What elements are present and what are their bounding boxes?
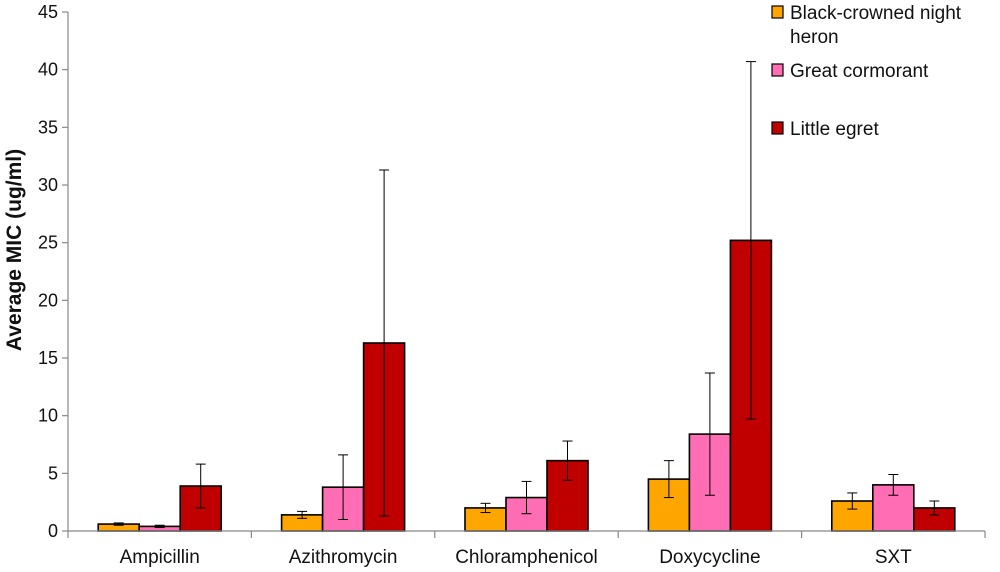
error-bar-black-crowned-night-heron-sxt <box>847 492 858 510</box>
y-tick-label: 25 <box>38 233 58 253</box>
y-tick-label: 35 <box>38 117 58 137</box>
legend-label-black-crowned-night-heron: Black-crowned night heron <box>790 3 962 48</box>
x-tick-label-doxycycline: Doxycycline <box>659 547 760 568</box>
error-bar-black-crowned-night-heron-azithromycin <box>297 510 308 519</box>
error-bar-little-egret-sxt <box>929 500 940 516</box>
axes-layer: 0 5 10 15 20 25 30 35 40 45 Ampicillin Azithromycin… <box>38 2 986 568</box>
error-bar-great-cormorant-azithromycin <box>338 454 349 520</box>
legend-swatch-little-egret <box>771 121 784 135</box>
y-axis-label: Average MIC (ug/ml) <box>3 149 26 351</box>
legend-label-little-egret: Little egret <box>790 119 879 140</box>
error-bar-black-crowned-night-heron-chloramphenicol <box>480 502 491 514</box>
error-bar-great-cormorant-doxycycline <box>704 372 715 496</box>
error-bar-black-crowned-night-heron-doxycycline <box>663 460 674 499</box>
x-tick-label-azithromycin: Azithromycin <box>289 547 398 568</box>
x-tick-label-sxt: SXT <box>875 547 912 568</box>
x-tick-label-chloramphenicol: Chloramphenicol <box>455 547 598 568</box>
legend-item-black-crowned-night-heron: Black-crowned night heron <box>771 3 962 48</box>
error-bar-little-egret-chloramphenicol <box>562 440 573 481</box>
error-bar-great-cormorant-ampicillin <box>154 524 165 529</box>
error-bars-layer <box>113 61 940 529</box>
legend: Black-crowned night heron Great cormorant L… <box>771 3 962 140</box>
error-bar-little-egret-azithromycin <box>379 169 390 517</box>
y-tick-label: 30 <box>38 175 58 195</box>
y-tick-label: 5 <box>48 463 58 483</box>
error-bar-black-crowned-night-heron-ampicillin <box>113 522 124 526</box>
legend-label-great-cormorant: Great cormorant <box>790 61 929 82</box>
legend-item-little-egret: Little egret <box>771 119 879 140</box>
x-tick-label-ampicillin: Ampicillin <box>120 547 200 568</box>
legend-swatch-black-crowned-night-heron <box>771 5 784 19</box>
y-tick-label: 40 <box>38 60 58 80</box>
y-tick-label: 10 <box>38 406 58 426</box>
legend-item-great-cormorant: Great cormorant <box>771 61 929 82</box>
error-bar-little-egret-doxycycline <box>745 61 756 420</box>
y-tick-label: 45 <box>38 2 58 22</box>
y-tick-label: 20 <box>38 290 58 310</box>
error-bar-great-cormorant-chloramphenicol <box>521 480 532 515</box>
error-bar-little-egret-ampicillin <box>195 463 206 509</box>
y-tick-label: 0 <box>48 521 58 541</box>
error-bar-great-cormorant-sxt <box>888 473 899 496</box>
legend-swatch-great-cormorant <box>771 63 784 77</box>
y-tick-label: 15 <box>38 348 58 368</box>
